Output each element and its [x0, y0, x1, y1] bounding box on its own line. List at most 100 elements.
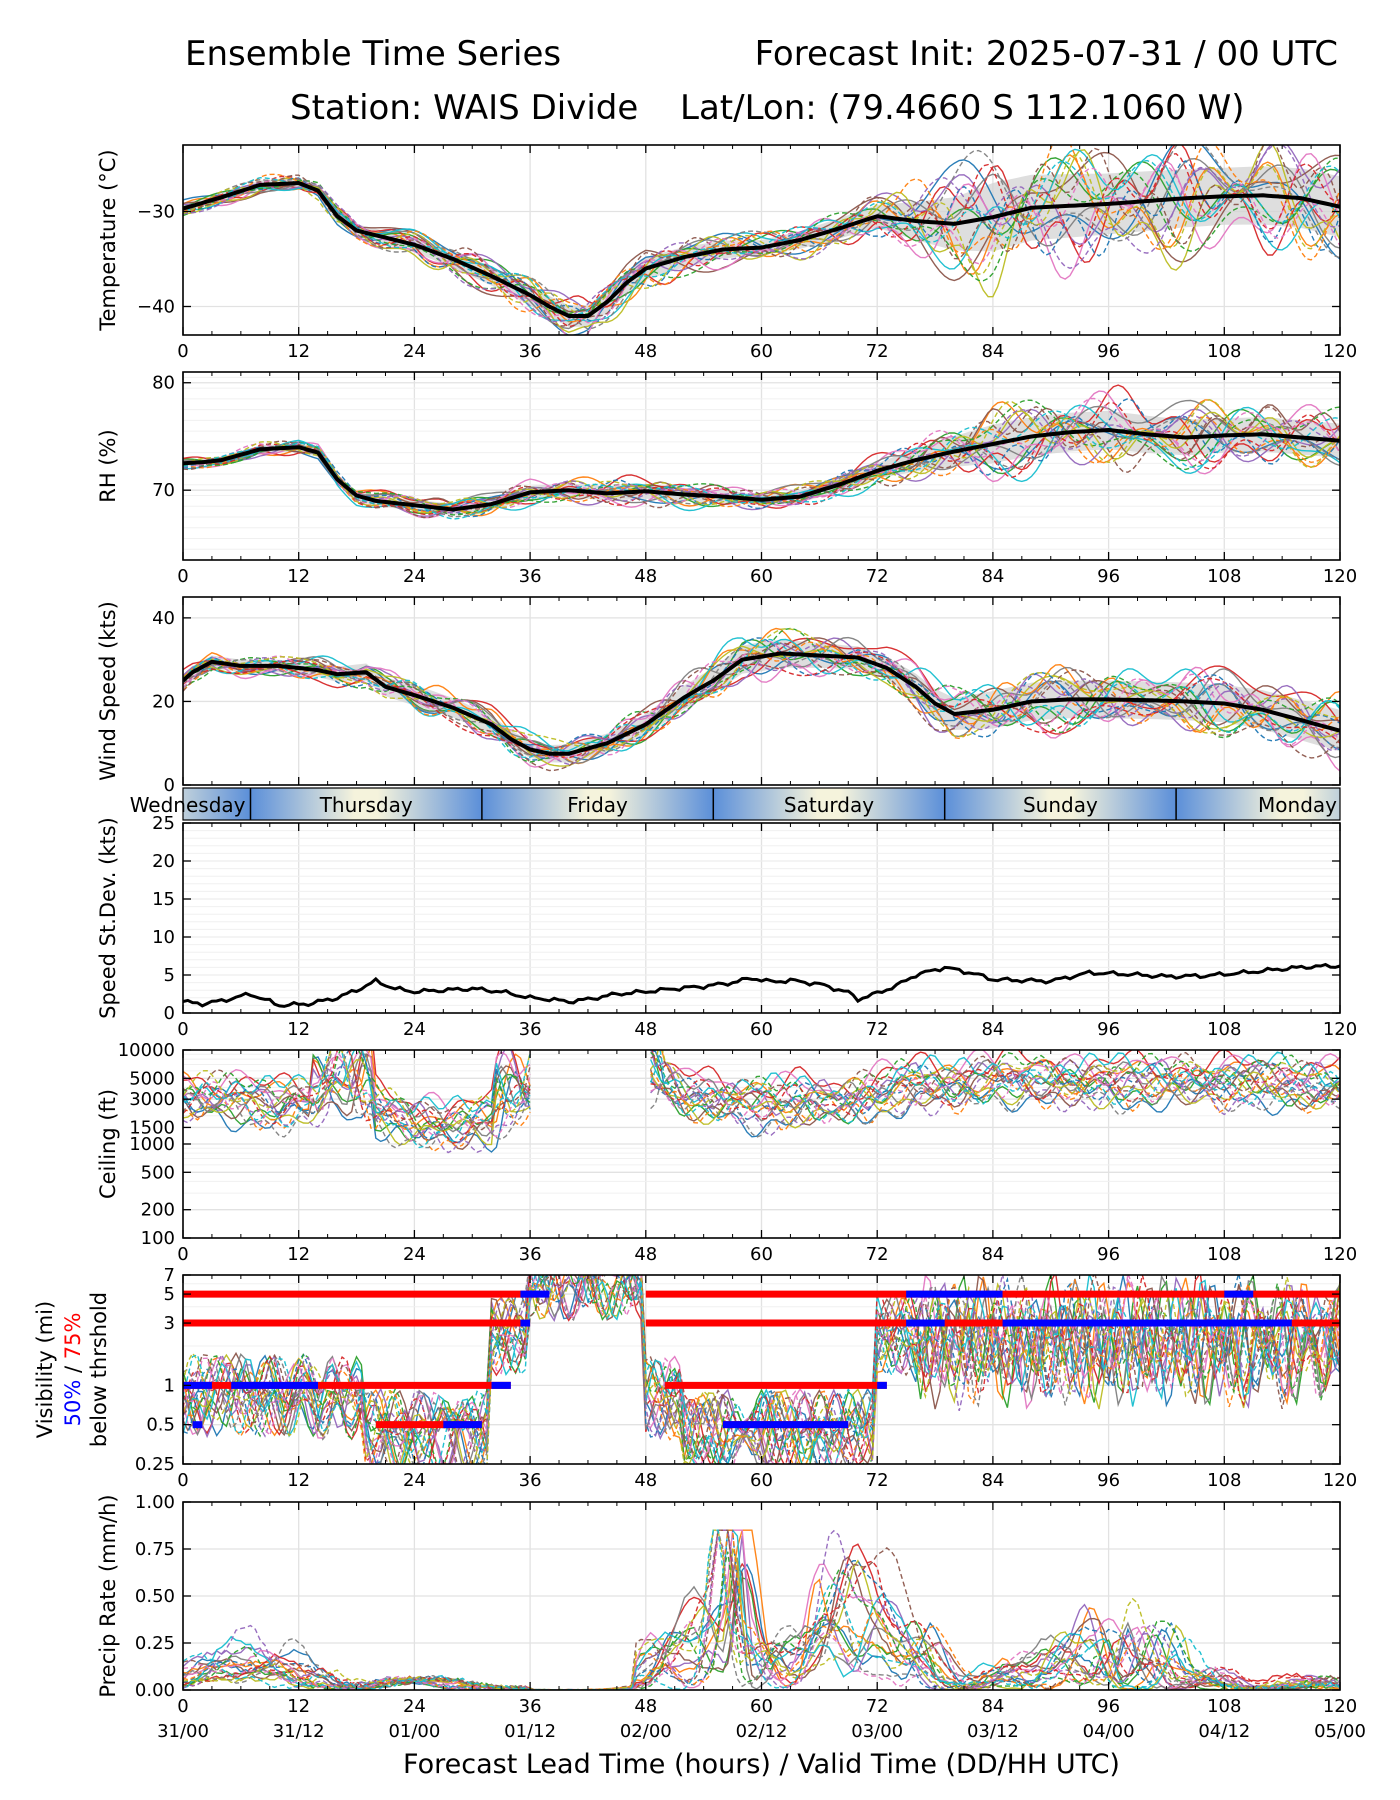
- member-line: [183, 642, 1340, 772]
- x-tick-label: 24: [403, 341, 426, 362]
- station-name: Station: WAIS Divide: [290, 88, 639, 128]
- x-tick-label: 36: [519, 566, 542, 587]
- day-segment: [1176, 788, 1340, 820]
- ensemble-mean-line: [183, 428, 1340, 512]
- x-tick-label: 24: [403, 1470, 426, 1491]
- x-tick-label: 120: [1323, 341, 1357, 362]
- x-tick-label: 36: [519, 1019, 542, 1040]
- day-segment: [183, 788, 251, 820]
- member-line: [183, 1529, 1340, 1690]
- panel-precip: 0 12 24 36 48 60 72 84 96 108 120 0.00 0.25 0.50 0.75 1…: [96, 1492, 1366, 1780]
- y-axis-label: Visibility (mi): [33, 1301, 57, 1438]
- x-tick-label: 120: [1323, 1244, 1357, 1265]
- y-tick-label: 0.25: [135, 1633, 175, 1654]
- ensemble-members: [183, 1050, 1340, 1154]
- x-tick-label: 48: [634, 1244, 657, 1265]
- y-tick-label: 15: [152, 889, 175, 910]
- x-tick-label: 12: [287, 566, 310, 587]
- x-tick-label: 48: [634, 566, 657, 587]
- y-tick-label: 0.25: [135, 1454, 175, 1475]
- x-tick-label: 12: [287, 1696, 310, 1717]
- y-tick-label: 70: [152, 480, 175, 501]
- y-tick-label: 7: [164, 1265, 175, 1286]
- x-tick-label: 60: [750, 1470, 773, 1491]
- y-axis-label: Ceiling (ft): [96, 1089, 120, 1199]
- day-label: Sunday: [1023, 793, 1098, 817]
- y-tick-label: 0.5: [146, 1415, 175, 1436]
- member-line: [183, 1529, 1340, 1690]
- member-line: [183, 1275, 1340, 1464]
- day-label: Saturday: [784, 793, 874, 817]
- x-tick-label: 0: [177, 341, 188, 362]
- plot-area: [183, 1529, 1340, 1690]
- x-tick-label: 24: [403, 1696, 426, 1717]
- valid-time-label: 02/00: [620, 1721, 672, 1742]
- x-tick-label: 108: [1207, 341, 1241, 362]
- x-tick-label: 0: [177, 1696, 188, 1717]
- x-tick-label: 108: [1207, 566, 1241, 587]
- y-tick-label: 0: [164, 775, 175, 796]
- day-label: Monday: [1258, 793, 1337, 817]
- x-tick-label: 108: [1207, 1696, 1241, 1717]
- x-tick-label: 108: [1207, 1470, 1241, 1491]
- y-tick-label: 3000: [129, 1089, 175, 1110]
- y-tick-label: −30: [137, 202, 175, 223]
- member-line: [183, 628, 1340, 751]
- member-line: [183, 1064, 1340, 1154]
- x-tick-label: 60: [750, 341, 773, 362]
- x-tick-label: 96: [1097, 1019, 1120, 1040]
- member-line: [183, 406, 1340, 519]
- panel-ceiling: 0 12 24 36 48 60 72 84 96 108 120 100 200 500 10001500…: [96, 1040, 1357, 1265]
- y-tick-label: 10: [152, 927, 175, 948]
- valid-time-label: 31/12: [273, 1721, 325, 1742]
- chart-title: Ensemble Time Series: [185, 34, 562, 74]
- member-line: [183, 397, 1340, 518]
- day-band: Wednesday Thursday Friday Saturday Sunday Mon…: [130, 787, 1341, 821]
- x-tick-label: 84: [981, 566, 1004, 587]
- member-line: [183, 1275, 1340, 1464]
- y-tick-label: 20: [152, 851, 175, 872]
- y-tick-label: 25: [152, 813, 175, 834]
- member-line: [183, 1275, 1340, 1464]
- x-tick-label: 48: [634, 341, 657, 362]
- y-tick-label: 0: [164, 1003, 175, 1024]
- x-tick-label: 120: [1323, 1019, 1357, 1040]
- member-line: [183, 647, 1340, 757]
- plot-area: [183, 384, 1340, 520]
- y-tick-label: 80: [152, 373, 175, 394]
- x-tick-label: 96: [1097, 566, 1120, 587]
- x-tick-label: 48: [634, 1696, 657, 1717]
- y-tick-label: 200: [141, 1200, 175, 1221]
- x-tick-label: 48: [634, 1019, 657, 1040]
- y-tick-label: 3: [164, 1313, 175, 1334]
- member-line: [183, 1529, 1340, 1690]
- y-tick-label: 1.00: [135, 1492, 175, 1513]
- member-line: [183, 1275, 1340, 1464]
- x-tick-label: 0: [177, 1019, 188, 1040]
- member-line: [183, 397, 1340, 509]
- x-tick-label: 12: [287, 341, 310, 362]
- x-tick-label: 24: [403, 566, 426, 587]
- x-tick-label: 12: [287, 1244, 310, 1265]
- member-line: [183, 1275, 1340, 1464]
- member-line: [183, 1050, 1340, 1140]
- day-label: Thursday: [319, 793, 413, 817]
- x-tick-label: 0: [177, 566, 188, 587]
- panel-visibility: 0 12 24 36 48 60 72 84 96 108 120 0.25 0.5 1 3 57 Visibi…: [33, 1265, 1357, 1491]
- member-line: [183, 1050, 1340, 1149]
- y-tick-label: 1000: [129, 1134, 175, 1155]
- day-segment: [713, 788, 945, 820]
- x-tick-label: 48: [634, 1470, 657, 1491]
- member-line: [183, 410, 1340, 514]
- panel-speed_stdev: 0 12 24 36 48 60 72 84 96 108 120 0 5 10 15 20 25 Speed S…: [96, 813, 1357, 1040]
- x-tick-label: 84: [981, 1470, 1004, 1491]
- x-tick-label: 72: [866, 1470, 889, 1491]
- stdev-line: [183, 962, 1340, 1008]
- member-line: [183, 1529, 1340, 1690]
- plot-area: [183, 1050, 1340, 1194]
- day-segment: [250, 788, 482, 820]
- x-tick-label: 72: [866, 1244, 889, 1265]
- valid-time-label: 01/12: [504, 1721, 556, 1742]
- x-tick-label: 72: [866, 1696, 889, 1717]
- y-tick-label: 5000: [129, 1068, 175, 1089]
